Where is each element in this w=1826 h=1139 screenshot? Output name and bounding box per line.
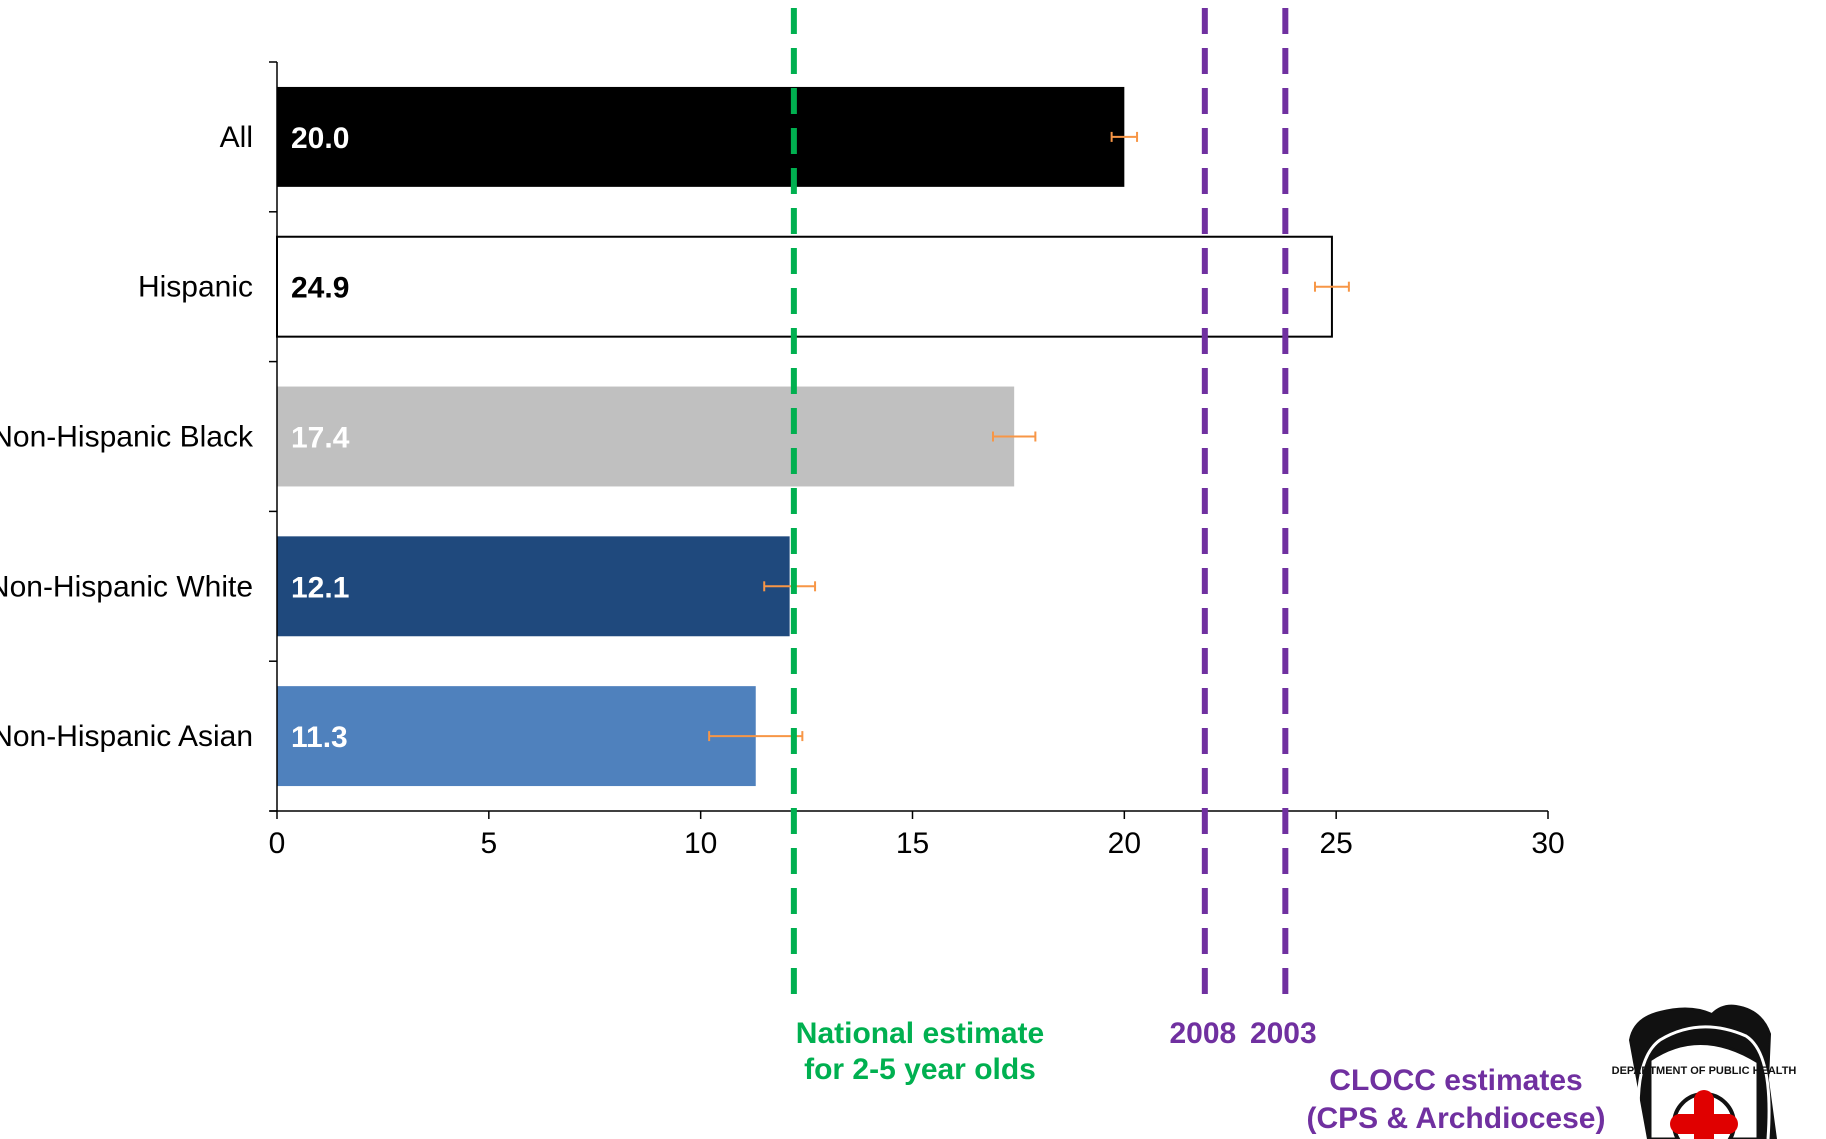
reference-line-label-2008: 2008 (1169, 1017, 1236, 1050)
national-estimate-label-line1: National estimate (796, 1017, 1044, 1050)
data-label: 12.1 (291, 571, 349, 604)
health-department-seal-icon: DEPARTMENT OF PUBLIC HEALTH (1612, 1004, 1797, 1139)
category-label: All (220, 121, 253, 154)
x-tick-label: 15 (896, 827, 929, 860)
x-tick-label: 25 (1319, 827, 1352, 860)
data-label: 24.9 (291, 272, 349, 305)
x-tick-label: 5 (480, 827, 497, 860)
x-tick-label: 20 (1108, 827, 1141, 860)
bar-non-hispanic-asian (277, 686, 756, 787)
data-label: 20.0 (291, 122, 349, 155)
x-tick-label: 30 (1531, 827, 1564, 860)
x-tick-label: 10 (684, 827, 717, 860)
bar-hispanic (276, 235, 1333, 338)
clocc-estimates-label-line1: CLOCC estimates (1329, 1064, 1582, 1097)
bars-layer (276, 86, 1350, 787)
category-label: Non-Hispanic White (0, 570, 253, 603)
reference-lines-layer (790, 8, 1289, 1005)
labels-layer: 20.0 All 24.9 Hispanic 17.4 Non-Hispanic Blac… (0, 121, 1565, 1050)
clocc-estimates-label-line2: (CPS & Archdiocese) (1307, 1102, 1606, 1135)
x-tick-label: 0 (269, 827, 286, 860)
category-label: Hispanic (138, 271, 253, 304)
axes-layer (269, 61, 1549, 819)
bar-non-hispanic-white (277, 536, 790, 637)
bar-non-hispanic-black (277, 386, 1015, 487)
category-label: Non-Hispanic Black (0, 421, 254, 454)
bar-all (277, 86, 1125, 187)
seal-text: DEPARTMENT OF PUBLIC HEALTH (1612, 1065, 1797, 1077)
data-label: 17.4 (291, 422, 350, 455)
category-label: Non-Hispanic Asian (0, 720, 253, 753)
data-label: 11.3 (291, 721, 348, 754)
reference-line-label-2003: 2003 (1250, 1017, 1317, 1050)
national-estimate-label-line2: for 2-5 year olds (804, 1053, 1036, 1086)
